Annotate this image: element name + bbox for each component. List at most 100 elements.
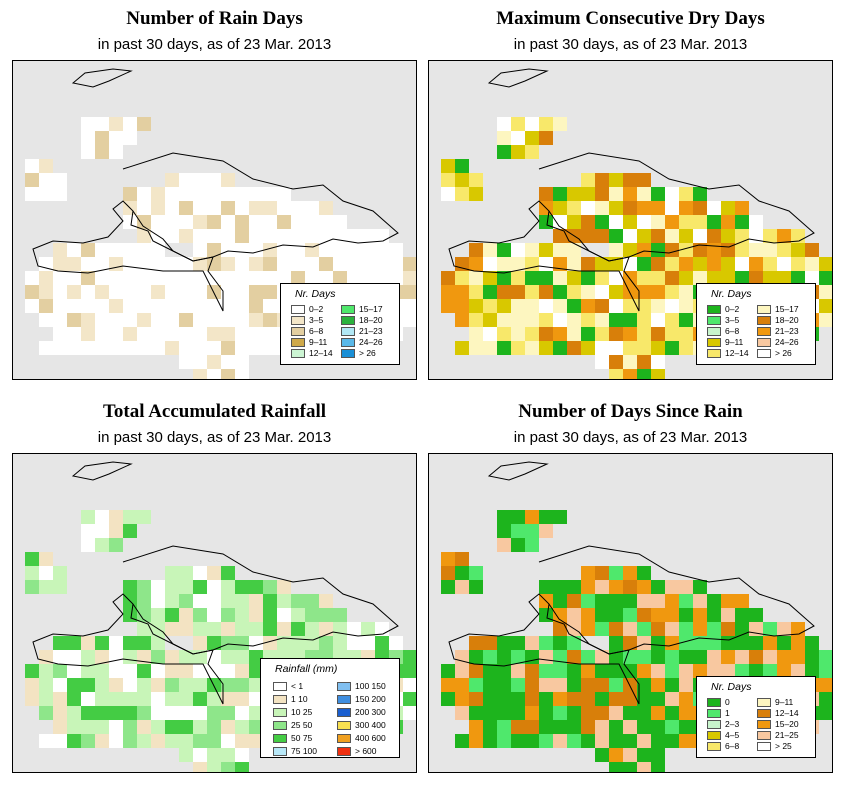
grid-cell (179, 173, 193, 187)
grid-cell (679, 327, 693, 341)
grid-cell (623, 720, 637, 734)
grid-cell (95, 706, 109, 720)
grid-cell (511, 327, 525, 341)
panel-subtitle: in past 30 days, as of 23 Mar. 2013 (97, 429, 332, 446)
grid-cell (581, 706, 595, 720)
grid-cell (553, 650, 567, 664)
grid-cell (109, 510, 123, 524)
grid-cell (665, 341, 679, 355)
grid-cell (469, 257, 483, 271)
grid-cell (179, 215, 193, 229)
grid-cell (95, 271, 109, 285)
grid-cell (95, 243, 109, 257)
panel-title: Number of Rain Days (126, 8, 303, 29)
grid-cell (95, 538, 109, 552)
grid-cell (249, 706, 263, 720)
grid-cell (235, 692, 249, 706)
grid-cell (483, 664, 497, 678)
grid-cell (193, 313, 207, 327)
grid-cell (735, 271, 749, 285)
grid-cell (553, 720, 567, 734)
grid-cell (193, 327, 207, 341)
grid-cell (595, 229, 609, 243)
grid-cell (179, 692, 193, 706)
grid-cell (609, 594, 623, 608)
grid-cell (609, 636, 623, 650)
legend-item: 1 10 (273, 694, 308, 704)
grid-cell (525, 636, 539, 650)
grid-cell (721, 271, 735, 285)
grid-cell (235, 285, 249, 299)
grid-cell (137, 580, 151, 594)
grid-cell (595, 734, 609, 748)
grid-cell (539, 243, 553, 257)
grid-cell (651, 271, 665, 285)
grid-cell (455, 580, 469, 594)
grid-cell (165, 341, 179, 355)
grid-cell (637, 215, 651, 229)
grid-cell (221, 734, 235, 748)
legend-item: 18–20 (341, 315, 383, 325)
grid-cell (567, 313, 581, 327)
grid-cell (207, 257, 221, 271)
grid-cell (567, 580, 581, 594)
grid-cell (539, 299, 553, 313)
grid-cell (497, 341, 511, 355)
grid-cell (637, 229, 651, 243)
grid-cell (109, 692, 123, 706)
grid-cell (819, 692, 832, 706)
panel-max-dry-days: Maximum Consecutive Dry Days in past 30 … (428, 8, 833, 393)
legend-label: 0–2 (309, 304, 324, 314)
grid-cell (581, 622, 595, 636)
grid-cell (151, 215, 165, 229)
grid-cell (791, 636, 805, 650)
grid-cell (637, 285, 651, 299)
grid-cell (623, 327, 637, 341)
grid-cell (193, 285, 207, 299)
grid-cell (235, 229, 249, 243)
grid-cell (609, 734, 623, 748)
grid-cell (123, 650, 137, 664)
grid-cell (581, 313, 595, 327)
grid-cell (679, 215, 693, 229)
grid-cell (693, 257, 707, 271)
grid-cell (693, 608, 707, 622)
grid-cell (749, 650, 763, 664)
grid-cell (539, 257, 553, 271)
grid-cell (511, 538, 525, 552)
legend-swatch (291, 348, 305, 358)
grid-cell (581, 678, 595, 692)
grid-cell (277, 636, 291, 650)
grid-cell (693, 636, 707, 650)
grid-cell (763, 243, 777, 257)
grid-cell (525, 257, 539, 271)
grid-cell (791, 650, 805, 664)
grid-cell (511, 313, 525, 327)
grid-cell (67, 285, 81, 299)
grid-cell (735, 243, 749, 257)
grid-cell (595, 215, 609, 229)
legend-item: > 25 (757, 741, 792, 751)
legend-swatch (707, 730, 721, 740)
grid-cell (553, 341, 567, 355)
grid-cell (637, 622, 651, 636)
grid-cell (165, 173, 179, 187)
map-total-rainfall: Rainfall (mm) < 1 1 10 10 25 25 50 50 75 75 1… (12, 453, 417, 773)
grid-cell (441, 678, 455, 692)
legend-swatch (707, 304, 721, 314)
grid-cell (361, 622, 375, 636)
legend-item: > 600 (337, 746, 377, 756)
grid-cell (651, 664, 665, 678)
grid-cell (693, 650, 707, 664)
grid-cell (235, 678, 249, 692)
grid-cell (581, 720, 595, 734)
grid-cell (137, 299, 151, 313)
map-days-since-rain: Nr. Days 0 1 2–3 4–5 6–8 9–11 12–14 15–20 21–25 >… (428, 453, 833, 773)
grid-cell (333, 271, 347, 285)
grid-cell (263, 608, 277, 622)
grid-cell (595, 187, 609, 201)
grid-cell (693, 664, 707, 678)
grid-cell (277, 187, 291, 201)
grid-cell (567, 664, 581, 678)
grid-cell (693, 215, 707, 229)
